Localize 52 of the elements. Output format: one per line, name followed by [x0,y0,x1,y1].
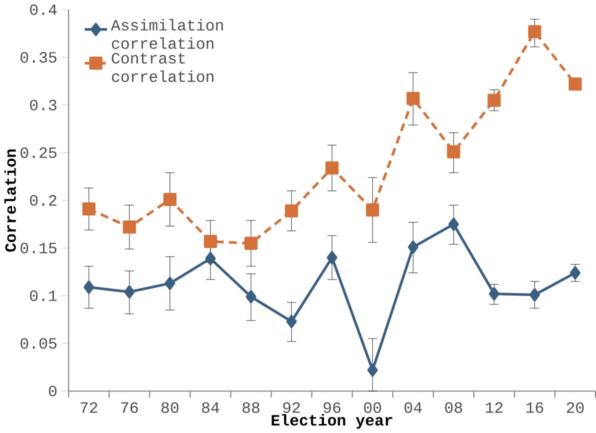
point [84,280,94,294]
point [447,145,460,158]
point [570,266,580,280]
legend-label: Contrast correlation [112,52,214,82]
point [124,285,135,298]
x-tick-label: 12 [486,402,502,413]
point [325,161,339,174]
point [246,290,256,304]
point [244,236,258,250]
x-tick-label: 92 [283,402,300,413]
x-tick-label: 88 [242,402,260,413]
point [82,202,96,216]
point [528,25,542,38]
point [408,240,418,254]
point [488,287,500,300]
x-axis-title: Election year [272,414,392,429]
x-tick-label: 16 [526,402,544,413]
point [284,204,298,218]
point [406,92,420,105]
x-tick-label: 72 [80,402,98,413]
point [205,252,216,266]
x-tick-label: 76 [121,402,138,413]
point [366,203,380,216]
y-tick-label: 0.15 [20,242,56,254]
x-tick-label: 04 [404,402,422,413]
x-tick-label: 00 [364,402,382,413]
y-tick-label: 0.4 [30,4,57,15]
point [164,276,176,290]
x-tick-label: 08 [445,402,462,413]
legend-label: Assimilation correlation [110,18,223,49]
x-tick-label: 84 [202,402,220,413]
y-tick-label: 0.35 [20,52,56,63]
point [488,94,501,107]
y-tick-label: 0.05 [20,338,56,349]
x-tick-label: 80 [162,402,178,413]
point [367,364,378,377]
x-tick-label: 20 [566,402,584,413]
y-axis-title: Correlation [4,149,16,252]
point [568,77,582,91]
point [204,234,218,248]
y-tick-label: 0 [48,386,56,396]
point [122,220,136,234]
point [529,288,540,302]
y-tick-label: 0.2 [30,195,56,206]
point [286,314,297,328]
y-tick-label: 0.25 [20,147,56,158]
point [326,251,338,264]
y-tick-label: 0.3 [30,100,56,110]
y-tick-label: 0.1 [30,290,57,302]
point [163,192,176,206]
x-tick-label: 96 [324,402,340,413]
point [448,218,459,231]
